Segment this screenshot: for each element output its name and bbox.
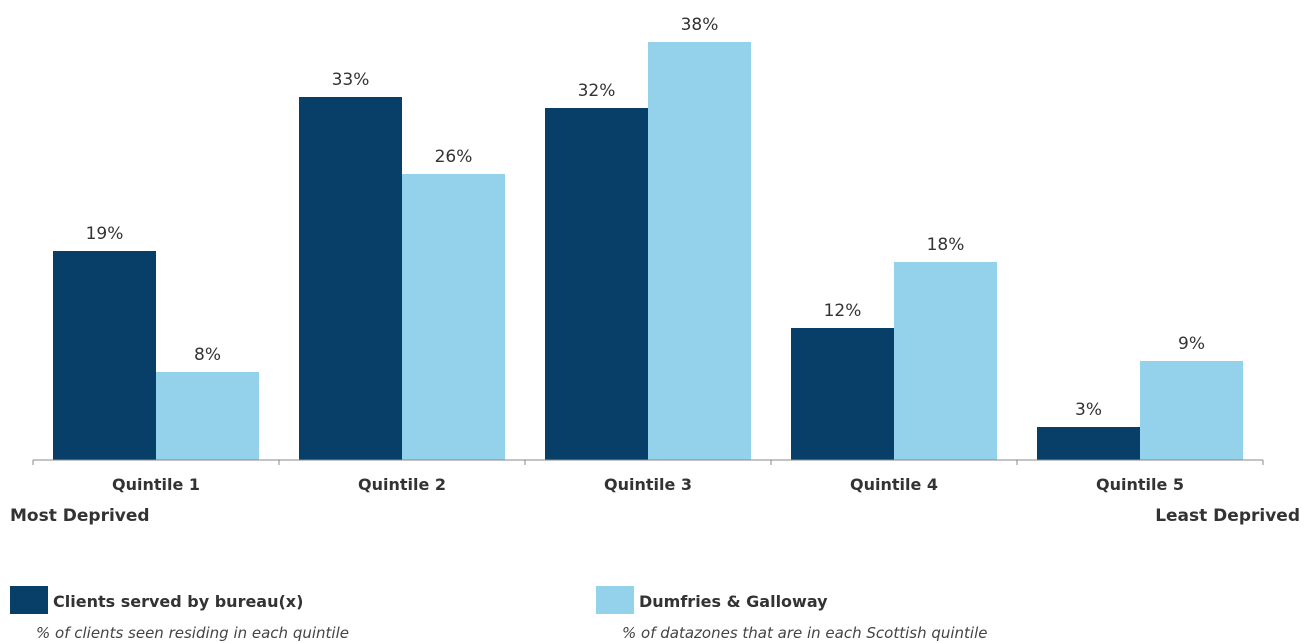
data-label-dumfries-galloway-quintile-3: 38% [681,15,719,35]
x-tick-label-quintile-4: Quintile 4 [850,475,938,494]
legend-swatch-dumfries-galloway [596,586,634,614]
data-label-clients-served-by-bureau-x-quintile-3: 32% [578,81,616,101]
data-label-dumfries-galloway-quintile-1: 8% [194,345,221,365]
data-label-dumfries-galloway-quintile-5: 9% [1178,334,1205,354]
legend-description-dumfries-galloway: % of datazones that are in each Scottish… [622,624,988,642]
bar-chart: 19%8%33%26%32%38%12%18%3%9% Quintile 1 Qu… [32,15,1264,494]
x-tick-label-quintile-1: Quintile 1 [112,475,200,494]
data-label-clients-served-by-bureau-x-quintile-1: 19% [86,224,124,244]
bar-dumfries-galloway-quintile-2 [402,174,505,460]
legend-label-clients: Clients served by bureau(x) [53,592,304,611]
bar-dumfries-galloway-quintile-3 [648,42,751,460]
x-tick-label-quintile-2: Quintile 2 [358,475,446,494]
x-tick-label-quintile-5: Quintile 5 [1096,475,1184,494]
bar-clients-served-by-bureau-x-quintile-2 [299,97,402,460]
data-label-clients-served-by-bureau-x-quintile-5: 3% [1075,400,1102,420]
data-label-dumfries-galloway-quintile-2: 26% [435,147,473,167]
bars-group [53,42,1243,460]
bar-dumfries-galloway-quintile-4 [894,262,997,460]
bar-clients-served-by-bureau-x-quintile-4 [791,328,894,460]
data-label-clients-served-by-bureau-x-quintile-2: 33% [332,70,370,90]
x-axis-ticks: Quintile 1 Quintile 2 Quintile 3 Quintile 4… [32,460,1264,494]
data-label-clients-served-by-bureau-x-quintile-4: 12% [824,301,862,321]
bar-clients-served-by-bureau-x-quintile-3 [545,108,648,460]
data-labels-group: 19% 8% 33% 26% 32% 38% 12% 18% 3% 9% [86,15,1205,420]
bar-dumfries-galloway-quintile-1 [156,372,259,460]
legend-swatch-clients [10,586,48,614]
x-tick-label-quintile-3: Quintile 3 [604,475,692,494]
data-label-dumfries-galloway-quintile-4: 18% [927,235,965,255]
axis-end-label-least-deprived: Least Deprived [1155,506,1300,526]
axis-end-label-most-deprived: Most Deprived [10,506,150,526]
bar-clients-served-by-bureau-x-quintile-5 [1037,427,1140,460]
legend-description-clients: % of clients seen residing in each quint… [36,624,349,642]
bar-dumfries-galloway-quintile-5 [1140,361,1243,460]
legend-label-dumfries-galloway: Dumfries & Galloway [639,592,828,611]
bar-clients-served-by-bureau-x-quintile-1 [53,251,156,460]
